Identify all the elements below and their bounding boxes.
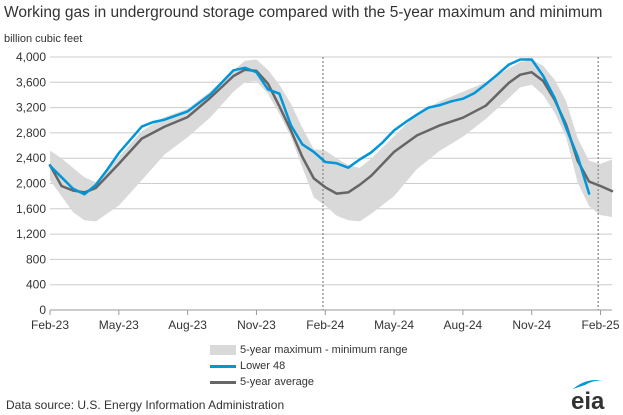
legend-item-average: 5-year average	[210, 374, 407, 390]
x-tick-label: May-24	[374, 318, 414, 332]
y-tick-label: 2,400	[16, 151, 46, 165]
range-band-layer	[50, 59, 612, 222]
grid-layer	[50, 56, 612, 311]
x-tick-label: Feb-23	[31, 318, 69, 332]
y-tick-label: 3,600	[16, 75, 46, 89]
legend-swatch-range	[210, 345, 236, 355]
x-tick-label: Nov-24	[512, 318, 551, 332]
eia-logo-text: eia	[571, 388, 605, 413]
y-tick-label: 1,200	[16, 227, 46, 241]
y-tick-label: 4,000	[16, 50, 46, 64]
x-tick-label: Feb-24	[306, 318, 344, 332]
eia-logo-swoosh	[573, 380, 605, 389]
y-tick-label: 3,200	[16, 101, 46, 115]
series-line-lower-48	[48, 58, 591, 196]
x-tick-label: May-23	[99, 318, 139, 332]
x-tick-label: Nov-23	[237, 318, 276, 332]
legend-item-lower48: Lower 48	[210, 358, 407, 374]
y-axis-unit-label: billion cubic feet	[4, 33, 83, 45]
y-tick-label: 2,800	[16, 126, 46, 140]
legend-item-range: 5-year maximum - minimum range	[210, 342, 407, 358]
x-tick-label: Aug-24	[444, 318, 483, 332]
line-layer	[48, 58, 614, 196]
range-band	[50, 59, 612, 222]
chart-title: Working gas in underground storage compa…	[4, 4, 603, 21]
axis-layer: 0 400 800 1,200 1,600 2,000 2,400 2,800 3,200 3,6…	[16, 50, 620, 332]
y-tick-label: 2,000	[16, 177, 46, 191]
legend-swatch-average	[210, 380, 236, 384]
y-tick-label: 800	[26, 252, 46, 266]
data-source: Data source: U.S. Energy Information Adm…	[6, 398, 285, 412]
y-tick-label: 1,600	[16, 202, 46, 216]
y-tick-label: 0	[39, 303, 46, 317]
legend-label-range: 5-year maximum - minimum range	[240, 344, 408, 356]
x-tick-label: Aug-23	[168, 318, 207, 332]
series-line-5-year-average	[48, 68, 614, 195]
legend-label-average: 5-year average	[240, 376, 314, 388]
eia-logo: eia	[571, 380, 605, 413]
y-tick-label: 400	[26, 278, 46, 292]
legend-label-lower48: Lower 48	[240, 360, 286, 372]
legend-swatch-lower48	[210, 364, 236, 368]
x-tick-label: Feb-25	[582, 318, 620, 332]
legend: 5-year maximum - minimum range Lower 48 …	[210, 342, 407, 390]
